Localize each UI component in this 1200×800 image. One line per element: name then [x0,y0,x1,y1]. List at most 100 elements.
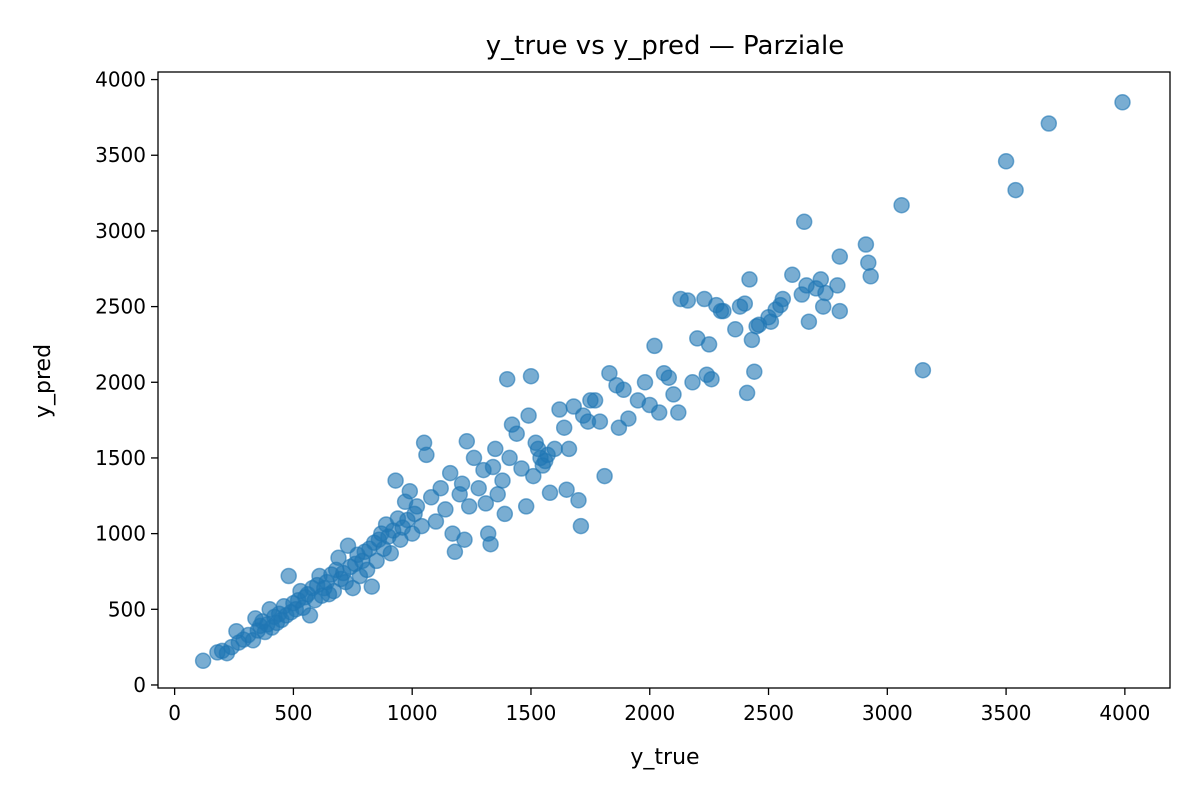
data-point [382,545,400,562]
data-point [812,271,830,288]
data-point [418,446,435,464]
data-point [893,196,910,214]
data-point [325,582,343,600]
data-point [508,425,525,442]
data-point [814,298,832,315]
data-point [679,292,697,309]
data-point [408,498,426,515]
data-point [194,652,212,670]
data-point [520,407,537,424]
data-point [586,392,604,409]
data-point [470,479,487,497]
data-point [280,567,297,585]
data-point [829,277,846,294]
data-point [401,482,419,500]
x-tick-label: 2000 [624,701,675,725]
y-axis-label: y_pred [31,344,56,418]
data-point [558,481,575,498]
data-point [665,386,682,403]
y-tick-label: 4000 [95,68,146,92]
data-point [477,495,495,512]
data-point [330,549,347,567]
data-point [795,213,813,231]
data-point [498,370,516,388]
data-point [684,374,701,391]
data-point [1114,94,1131,111]
data-point [636,374,654,391]
data-point [560,440,578,458]
y-tick-label: 3000 [95,219,146,243]
data-point [446,543,464,561]
data-point [496,505,514,523]
y-tick-label: 3500 [95,143,146,167]
data-point [456,531,473,548]
x-tick-label: 3000 [862,701,913,725]
points-layer [194,94,1131,670]
data-point [596,467,613,485]
y-tick-label: 2500 [95,295,146,319]
x-tick-label: 500 [274,701,312,725]
data-point [453,475,471,492]
data-point [700,336,718,353]
y-tick-label: 0 [133,673,146,697]
data-point [746,363,763,380]
data-point [715,302,732,320]
data-point [1040,115,1058,132]
data-point [570,492,587,509]
x-tick-label: 1000 [387,701,438,725]
data-point [482,535,499,553]
data-point [551,401,568,418]
x-axis-label: y_true [630,745,699,770]
data-point [646,337,663,355]
data-point [437,501,454,518]
data-point [465,449,483,467]
data-point [522,367,540,385]
data-point [857,236,875,253]
data-point [650,404,668,421]
data-point [743,331,761,349]
data-point [517,498,535,515]
data-point [620,410,637,427]
y-tick-label: 1000 [95,522,146,546]
y-axis: 0 500 1000 1500 2000 2500 3000 3500 4000 [95,68,158,697]
data-point [489,486,506,503]
data-point [601,364,618,382]
data-point [615,381,632,399]
data-point [670,404,687,421]
data-point [774,290,792,308]
data-point [344,579,362,597]
data-point [860,254,877,271]
x-tick-label: 3500 [981,701,1032,725]
data-point [387,472,404,489]
x-tick-label: 4000 [1099,701,1150,725]
data-point [784,266,801,284]
y-tick-label: 500 [108,597,146,621]
data-point [487,440,504,458]
data-point [546,440,563,458]
data-point [572,517,590,535]
x-axis: 0 500 1000 1500 2000 2500 3000 3500 4000 [168,688,1150,725]
data-point [1007,181,1024,199]
x-tick-label: 1500 [506,701,557,725]
chart-title: y_true vs y_pred — Parziale [486,31,844,61]
data-point [862,268,879,285]
data-point [738,384,756,402]
data-point [727,321,744,338]
data-point [427,513,445,530]
plot-area-frame [157,71,1171,689]
data-point [413,517,430,535]
data-point [817,284,834,302]
data-point [736,295,754,312]
data-point [591,413,609,430]
data-point [660,369,678,386]
data-point [541,484,559,502]
data-point [513,460,530,477]
data-point [800,313,818,330]
data-point [363,578,381,595]
data-point [441,464,459,482]
y-tick-label: 1500 [95,446,146,470]
data-point [555,419,573,436]
data-point [831,302,849,320]
data-point [484,458,502,476]
